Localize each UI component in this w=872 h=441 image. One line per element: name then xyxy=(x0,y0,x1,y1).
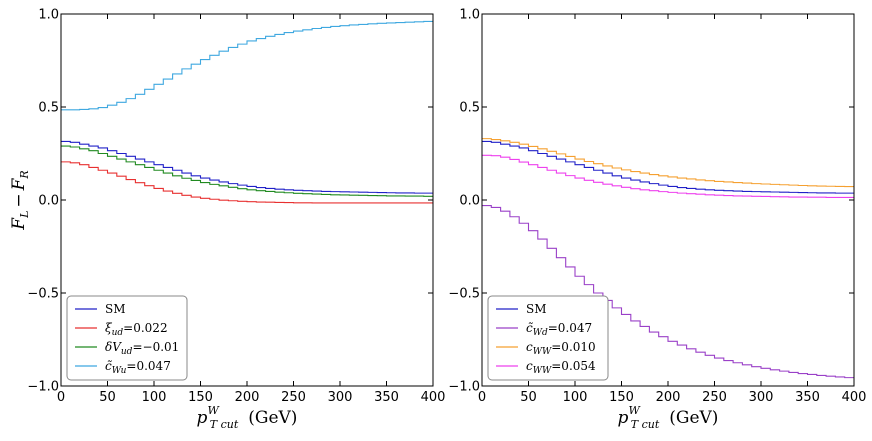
legend-label-sub: ud xyxy=(121,347,133,357)
y-tick-label: 0.5 xyxy=(459,101,480,116)
x-tick-label: 200 xyxy=(235,390,260,405)
y-tick-label: 1.0 xyxy=(38,8,59,23)
legend-label: cWW=0.054 xyxy=(526,359,596,376)
legend-label-main: c xyxy=(526,340,533,354)
legend-label: ξud=0.022 xyxy=(105,321,168,338)
x-tick-label: 100 xyxy=(142,390,167,405)
y-axis-label-b: F xyxy=(9,177,29,191)
right-panel: 0 50 100 150 200 250 300 350 400 −1.0 −0.5 0.0 0.5 1.… xyxy=(448,8,866,432)
legend-label-sub: WW xyxy=(533,366,552,376)
x-tick-label: 400 xyxy=(842,390,867,405)
legend-label-main: c xyxy=(526,359,533,373)
x-tick-label: 100 xyxy=(563,390,588,405)
legend-label-main: c̃ xyxy=(526,321,533,335)
legend-label-main: δV xyxy=(105,340,122,354)
legend-label-value: =0.054 xyxy=(551,359,596,373)
legend-label-value: =0.047 xyxy=(548,321,592,335)
legend-label: cWW=0.010 xyxy=(526,340,596,357)
x-axis-label-sub: T cut xyxy=(631,418,660,431)
y-tick-label: 1.0 xyxy=(459,8,480,23)
legend-label: δVud=−0.01 xyxy=(105,340,179,357)
y-axis-label-op: − xyxy=(9,193,29,207)
legend-label-main: SM xyxy=(526,302,547,316)
legend-box xyxy=(66,295,188,381)
legend-label: c̃Wd=0.047 xyxy=(526,321,592,338)
legend-label-value: =0.047 xyxy=(126,359,170,373)
x-axis-label: pW T cut (GeV) xyxy=(618,404,719,431)
legend-label-main: c̃ xyxy=(105,359,112,373)
x-axis-label-main: p xyxy=(197,408,208,428)
y-axis-label-b-sub: R xyxy=(18,170,31,179)
y-tick-label: −1.0 xyxy=(448,380,480,395)
x-tick-label: 0 xyxy=(478,390,486,405)
y-tick-label: −0.5 xyxy=(27,287,59,302)
x-axis-label-main: p xyxy=(618,408,629,428)
x-tick-label: 400 xyxy=(421,390,446,405)
x-tick-label: 200 xyxy=(656,390,681,405)
legend-label-value: =0.010 xyxy=(551,340,595,354)
x-axis-label-unit: (GeV) xyxy=(248,408,297,428)
x-tick-label: 50 xyxy=(520,390,537,405)
left-panel: 0 50 100 150 200 250 300 350 400 −1.0 −0.5 0.0 0.5 1.… xyxy=(9,8,445,432)
x-tick-label: 350 xyxy=(374,390,399,405)
legend-label-sub: ud xyxy=(112,328,124,338)
x-tick-label: 150 xyxy=(188,390,213,405)
legend-box xyxy=(487,295,609,381)
x-tick-label: 300 xyxy=(328,390,353,405)
series-line-left-2 xyxy=(61,145,433,197)
x-tick-label: 50 xyxy=(99,390,116,405)
legend-label-sub: Wu xyxy=(112,366,127,376)
x-axis-label-sub: T cut xyxy=(210,418,239,431)
legend-label-sub: Wd xyxy=(533,328,548,338)
series-line-right-0 xyxy=(482,140,854,194)
legend-label-main: ξ xyxy=(105,321,113,335)
y-tick-label: 0.0 xyxy=(38,194,59,209)
series-line-left-0 xyxy=(61,140,433,194)
legend-label: c̃Wu=0.047 xyxy=(105,359,171,376)
series-line-right-1 xyxy=(482,205,854,379)
series-line-left-3 xyxy=(61,20,433,111)
y-tick-label: 0.0 xyxy=(459,194,480,209)
y-tick-label: −0.5 xyxy=(448,287,480,302)
legend-label: SM xyxy=(526,302,547,316)
legend-label-main: SM xyxy=(105,302,126,316)
x-tick-label: 350 xyxy=(795,390,820,405)
y-axis-label: FL−FR xyxy=(9,170,31,230)
y-axis-label-a-sub: L xyxy=(18,211,31,219)
x-tick-label: 300 xyxy=(749,390,774,405)
legend-label: SM xyxy=(105,302,126,316)
legend-label-value: =−0.01 xyxy=(132,340,179,354)
x-axis-label: pW T cut (GeV) xyxy=(197,404,298,431)
y-tick-label: −1.0 xyxy=(27,380,59,395)
x-tick-label: 250 xyxy=(281,390,306,405)
y-tick-label: 0.5 xyxy=(38,101,59,116)
x-tick-label: 150 xyxy=(609,390,634,405)
x-axis-label-unit: (GeV) xyxy=(669,408,718,428)
legend-label-sub: WW xyxy=(533,347,552,357)
series-line-right-2 xyxy=(482,138,854,188)
series-line-left-1 xyxy=(61,161,433,204)
series-line-right-3 xyxy=(482,154,854,198)
x-tick-label: 0 xyxy=(57,390,65,405)
legend-label-value: =0.022 xyxy=(123,321,167,335)
x-tick-label: 250 xyxy=(702,390,727,405)
x-axis-label-sup: W xyxy=(628,404,641,417)
x-axis-label-sup: W xyxy=(207,404,220,417)
y-axis-label-a: F xyxy=(9,217,29,231)
